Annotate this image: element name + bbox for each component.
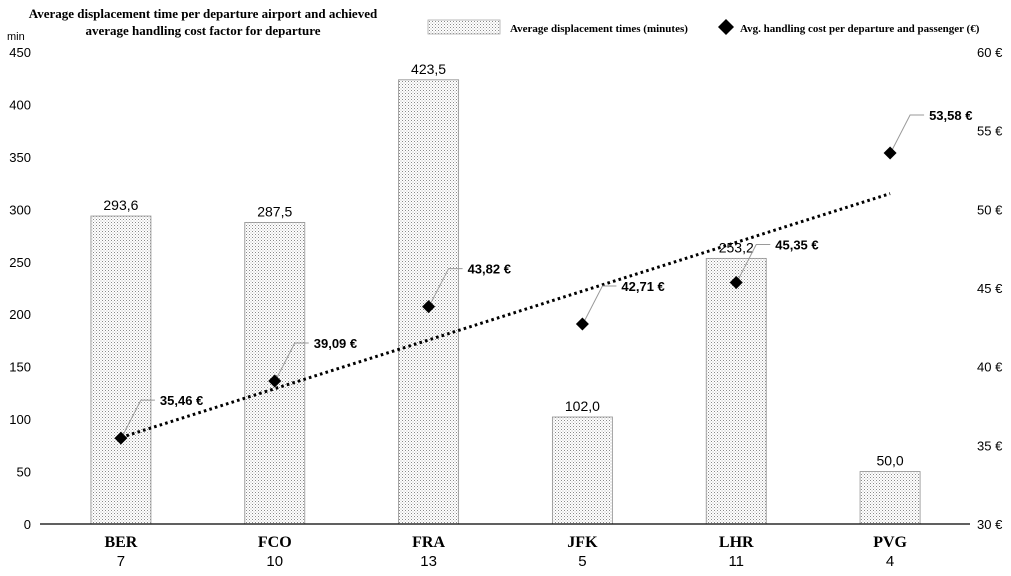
bar bbox=[90, 215, 152, 525]
y-tick-label: 350 bbox=[9, 150, 31, 165]
legend-diamond-icon bbox=[718, 19, 734, 35]
bar-value-label: 423,5 bbox=[411, 61, 446, 77]
y2-tick-label: 35 € bbox=[977, 438, 1003, 453]
scatter-value-label: 39,09 € bbox=[314, 336, 357, 351]
y2-tick-label: 50 € bbox=[977, 202, 1003, 217]
y2-tick-label: 55 € bbox=[977, 124, 1003, 139]
diamond-marker bbox=[114, 431, 128, 445]
leader-line bbox=[737, 243, 771, 280]
legend-bar-label: Average displacement times (minutes) bbox=[510, 23, 688, 35]
leader-line bbox=[276, 342, 309, 379]
bar-value-label: 50,0 bbox=[876, 453, 903, 469]
x-tick-sublabel: 11 bbox=[728, 553, 744, 570]
legend: Average displacement times (minutes) Avg… bbox=[427, 19, 980, 35]
y2-tick-label: 45 € bbox=[977, 281, 1003, 296]
y2-tick-label: 60 € bbox=[977, 45, 1003, 60]
bar-value-label: 287,5 bbox=[257, 203, 292, 219]
scatter-value-label: 45,35 € bbox=[775, 237, 818, 252]
x-tick-sublabel: 13 bbox=[420, 553, 437, 570]
bar-value-label: 293,6 bbox=[103, 197, 138, 213]
diamond-marker bbox=[883, 146, 897, 160]
y-tick-label: 100 bbox=[9, 412, 31, 427]
leader-line bbox=[430, 268, 463, 304]
scatter-value-label: 35,46 € bbox=[160, 393, 203, 408]
y-axis-unit: min bbox=[7, 31, 25, 43]
chart-title: Average displacement time per departure … bbox=[29, 6, 378, 38]
x-axis-labels: BER 7 FCO 10 FRA 13 JFK 5 LHR 11 PVG 4 bbox=[104, 534, 907, 570]
x-tick-sublabel: 10 bbox=[266, 553, 283, 570]
leader-line bbox=[122, 399, 155, 436]
y-tick-label: 50 bbox=[17, 465, 31, 480]
legend-bar-swatch bbox=[427, 19, 501, 35]
y2-tick-label: 40 € bbox=[977, 360, 1003, 375]
leader-line bbox=[583, 285, 617, 322]
scatter-value-labels: 35,46 € 39,09 € 43,82 € 42,71 € 45,35 € 53,58… bbox=[160, 108, 973, 408]
scatter-value-label: 42,71 € bbox=[621, 279, 664, 294]
scatter-series bbox=[114, 146, 897, 445]
scatter-value-label: 53,58 € bbox=[929, 108, 972, 123]
diamond-marker bbox=[729, 275, 743, 289]
bar-value-labels: 293,6 287,5 423,5 102,0 253,2 50,0 bbox=[103, 61, 904, 469]
legend-scatter-label: Avg. handling cost per departure and pas… bbox=[740, 23, 980, 35]
bar bbox=[551, 416, 613, 525]
bar-value-label: 102,0 bbox=[565, 398, 600, 414]
x-tick-label: PVG bbox=[873, 534, 907, 551]
y-tick-label: 400 bbox=[9, 97, 31, 112]
scatter-value-label: 43,82 € bbox=[468, 262, 511, 277]
y-tick-label: 150 bbox=[9, 360, 31, 375]
bar-series bbox=[90, 79, 921, 525]
leader-line bbox=[891, 114, 925, 151]
x-tick-label: FCO bbox=[258, 534, 292, 551]
diamond-marker bbox=[575, 317, 589, 331]
bar bbox=[705, 257, 767, 525]
y-axis-left: 0 50 100 150 200 250 300 350 400 450 bbox=[9, 45, 31, 532]
y2-tick-label: 30 € bbox=[977, 517, 1003, 532]
y-tick-label: 200 bbox=[9, 307, 31, 322]
trendline bbox=[120, 192, 891, 439]
y-tick-label: 300 bbox=[9, 202, 31, 217]
diamond-marker bbox=[422, 300, 436, 314]
x-tick-sublabel: 4 bbox=[886, 553, 894, 570]
bar bbox=[244, 221, 306, 525]
y-tick-label: 250 bbox=[9, 255, 31, 270]
bar-value-label: 253,2 bbox=[719, 239, 754, 255]
y-axis-right: 30 € 35 € 40 € 45 € 50 € 55 € 60 € bbox=[977, 45, 1003, 532]
leader-lines bbox=[122, 114, 925, 436]
y-tick-label: 0 bbox=[24, 517, 31, 532]
x-tick-sublabel: 5 bbox=[578, 553, 586, 570]
x-tick-label: LHR bbox=[719, 534, 754, 551]
x-tick-label: JFK bbox=[567, 534, 598, 551]
diamond-marker bbox=[268, 374, 282, 388]
x-tick-label: FRA bbox=[412, 534, 445, 551]
x-tick-sublabel: 7 bbox=[117, 553, 125, 570]
chart-title-line-2: average handling cost factor for departu… bbox=[85, 23, 320, 38]
y-tick-label: 450 bbox=[9, 45, 31, 60]
x-tick-label: BER bbox=[104, 534, 137, 551]
bar bbox=[859, 471, 921, 525]
chart-title-line-1: Average displacement time per departure … bbox=[29, 6, 378, 21]
